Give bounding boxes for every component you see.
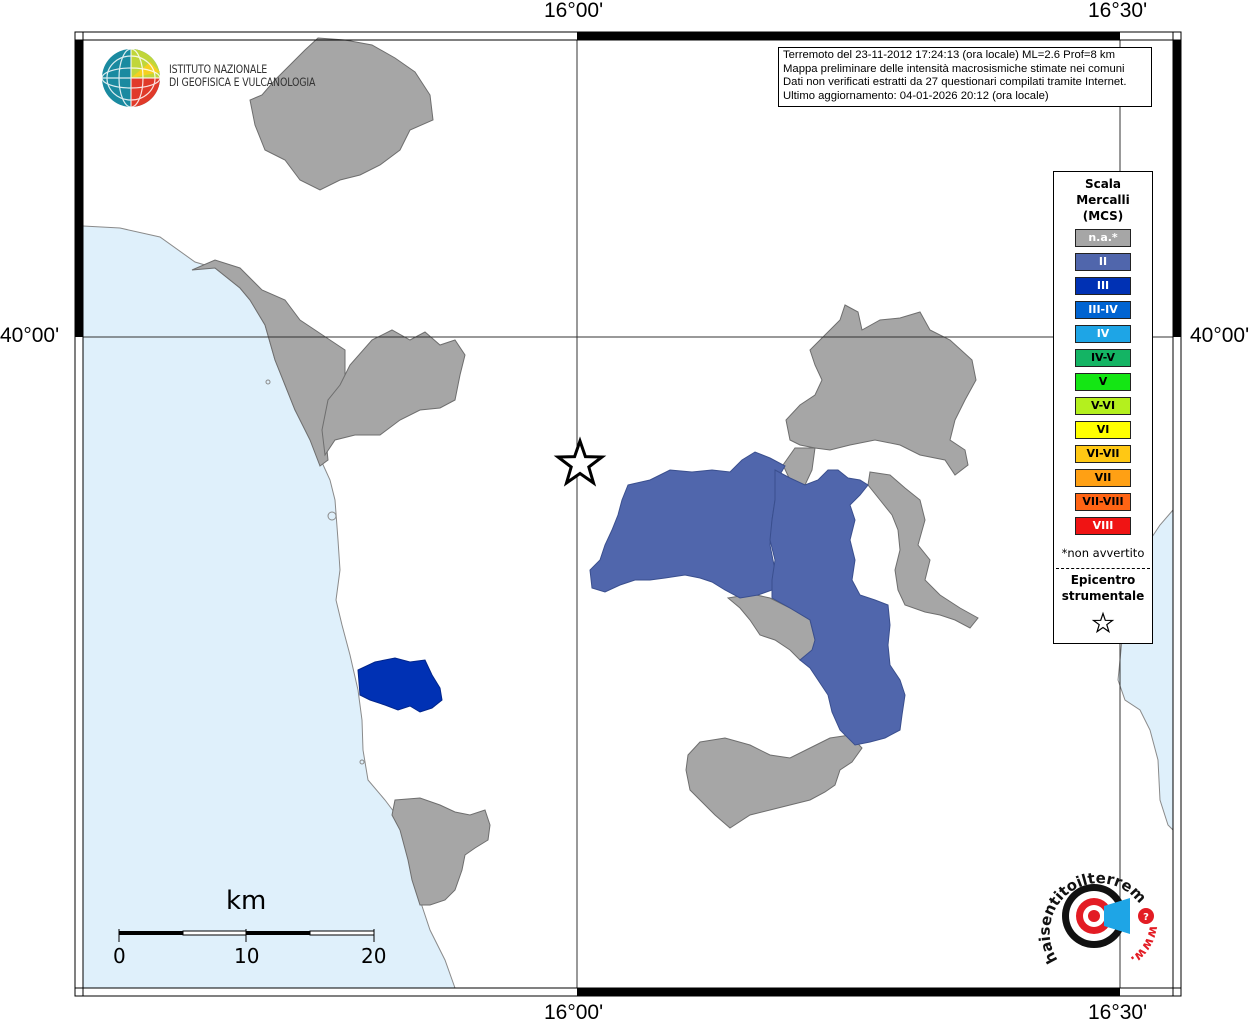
- legend-note: *non avvertito: [1061, 546, 1145, 560]
- legend-swatch-v: V: [1075, 373, 1131, 391]
- event-info-line1: Terremoto del 23-11-2012 17:24:13 (ora l…: [783, 49, 1115, 61]
- legend-epicenter-line1: Epicentro: [1070, 573, 1136, 587]
- scale-bar-tick-0: 0: [113, 944, 126, 968]
- epicenter-star-icon: [553, 436, 607, 487]
- ingv-globe-icon: [101, 48, 161, 108]
- watermark-site-text: haisentitoilterremoto.it: [1030, 855, 1150, 967]
- legend-swatch-viii: VIII: [1075, 517, 1131, 535]
- municipality-not-felt: [391, 797, 491, 906]
- legend-epicenter-line2: strumentale: [1061, 589, 1145, 603]
- scale-bar-tick-20: 20: [361, 944, 387, 968]
- haisentito-logo: ?: [1062, 884, 1154, 948]
- legend-title-line3: (MCS): [1082, 209, 1124, 223]
- municipality-not-felt: [685, 734, 863, 829]
- municipality-intensity-iii: [357, 657, 443, 713]
- ingv-logo-text: ISTITUTO NAZIONALE DI GEOFISICA E VULCAN…: [169, 63, 315, 89]
- legend-title: Scala Mercalli (MCS): [1054, 176, 1152, 224]
- latitude-label-left-40-00: 40°00': [0, 324, 60, 347]
- longitude-label-top-16-00: 16°00': [544, 0, 604, 22]
- legend-swatch-vi: VI: [1075, 421, 1131, 439]
- legend-swatch-iv-v: IV-V: [1075, 349, 1131, 367]
- legend-swatch-n-a: n.a.*: [1075, 229, 1131, 247]
- legend-epicenter-label: Epicentro strumentale: [1054, 572, 1152, 604]
- municipality-not-felt: [785, 304, 977, 476]
- scale-bar-tick-10: 10: [234, 944, 260, 968]
- scale-bar: [118, 929, 375, 942]
- legend-swatch-iii-iv: III-IV: [1075, 301, 1131, 319]
- event-info-line3: Dati non verificati estratti da 27 quest…: [783, 76, 1127, 89]
- municipality-not-felt: [249, 37, 434, 191]
- event-info-box: Terremoto del 23-11-2012 17:24:13 (ora l…: [778, 47, 1152, 107]
- sea-area-east: [1118, 510, 1173, 830]
- legend-title-line2: Mercalli: [1076, 193, 1130, 207]
- sea-area: [83, 226, 455, 988]
- municipality-intensity-ii: [589, 451, 786, 599]
- legend-title-line1: Scala: [1084, 177, 1122, 191]
- legend-swatch-iv: IV: [1075, 325, 1131, 343]
- longitude-label-top-16-30: 16°30': [1088, 0, 1148, 22]
- watermark-www-text: www.: [1127, 924, 1160, 967]
- legend-star-icon: [1091, 611, 1115, 634]
- event-info-line4: Ultimo aggiornamento: 04-01-2026 20:12 (…: [783, 89, 1049, 102]
- legend-divider: [1056, 568, 1150, 569]
- event-info-line2: Mappa preliminare delle intensità macros…: [783, 62, 1125, 75]
- longitude-label-bottom-16-30: 16°30': [1088, 1001, 1148, 1024]
- legend-swatch-ii: II: [1075, 253, 1131, 271]
- legend-swatch-vi-vii: VI-VII: [1075, 445, 1131, 463]
- legend-swatch-v-vi: V-VI: [1075, 397, 1131, 415]
- svg-text:haisentitoilterremoto.it: haisentitoilterremoto.it: [1030, 855, 1150, 967]
- municipality-not-felt: [867, 471, 979, 629]
- longitude-label-bottom-16-00: 16°00': [544, 1001, 604, 1024]
- svg-text:www.: www.: [1127, 924, 1160, 967]
- municipality-intensity-ii: [769, 469, 906, 746]
- legend-swatch-iii: III: [1075, 277, 1131, 295]
- svg-text:?: ?: [1143, 912, 1149, 923]
- legend-swatch-vii-viii: VII-VIII: [1075, 493, 1131, 511]
- latitude-label-right-40-00: 40°00': [1190, 324, 1250, 347]
- legend-swatch-vii: VII: [1075, 469, 1131, 487]
- ingv-logo-line1: ISTITUTO NAZIONALE: [169, 62, 268, 76]
- municipality-not-felt: [321, 329, 466, 457]
- scale-bar-unit: km: [226, 886, 267, 916]
- mcs-legend: Scala Mercalli (MCS) n.a.* II III III-IV IV I…: [1053, 171, 1153, 644]
- haisentito-logo-text: haisentitoilterremoto.it www.: [1030, 855, 1160, 967]
- ingv-logo-line2: DI GEOFISICA E VULCANOLOGIA: [169, 75, 316, 89]
